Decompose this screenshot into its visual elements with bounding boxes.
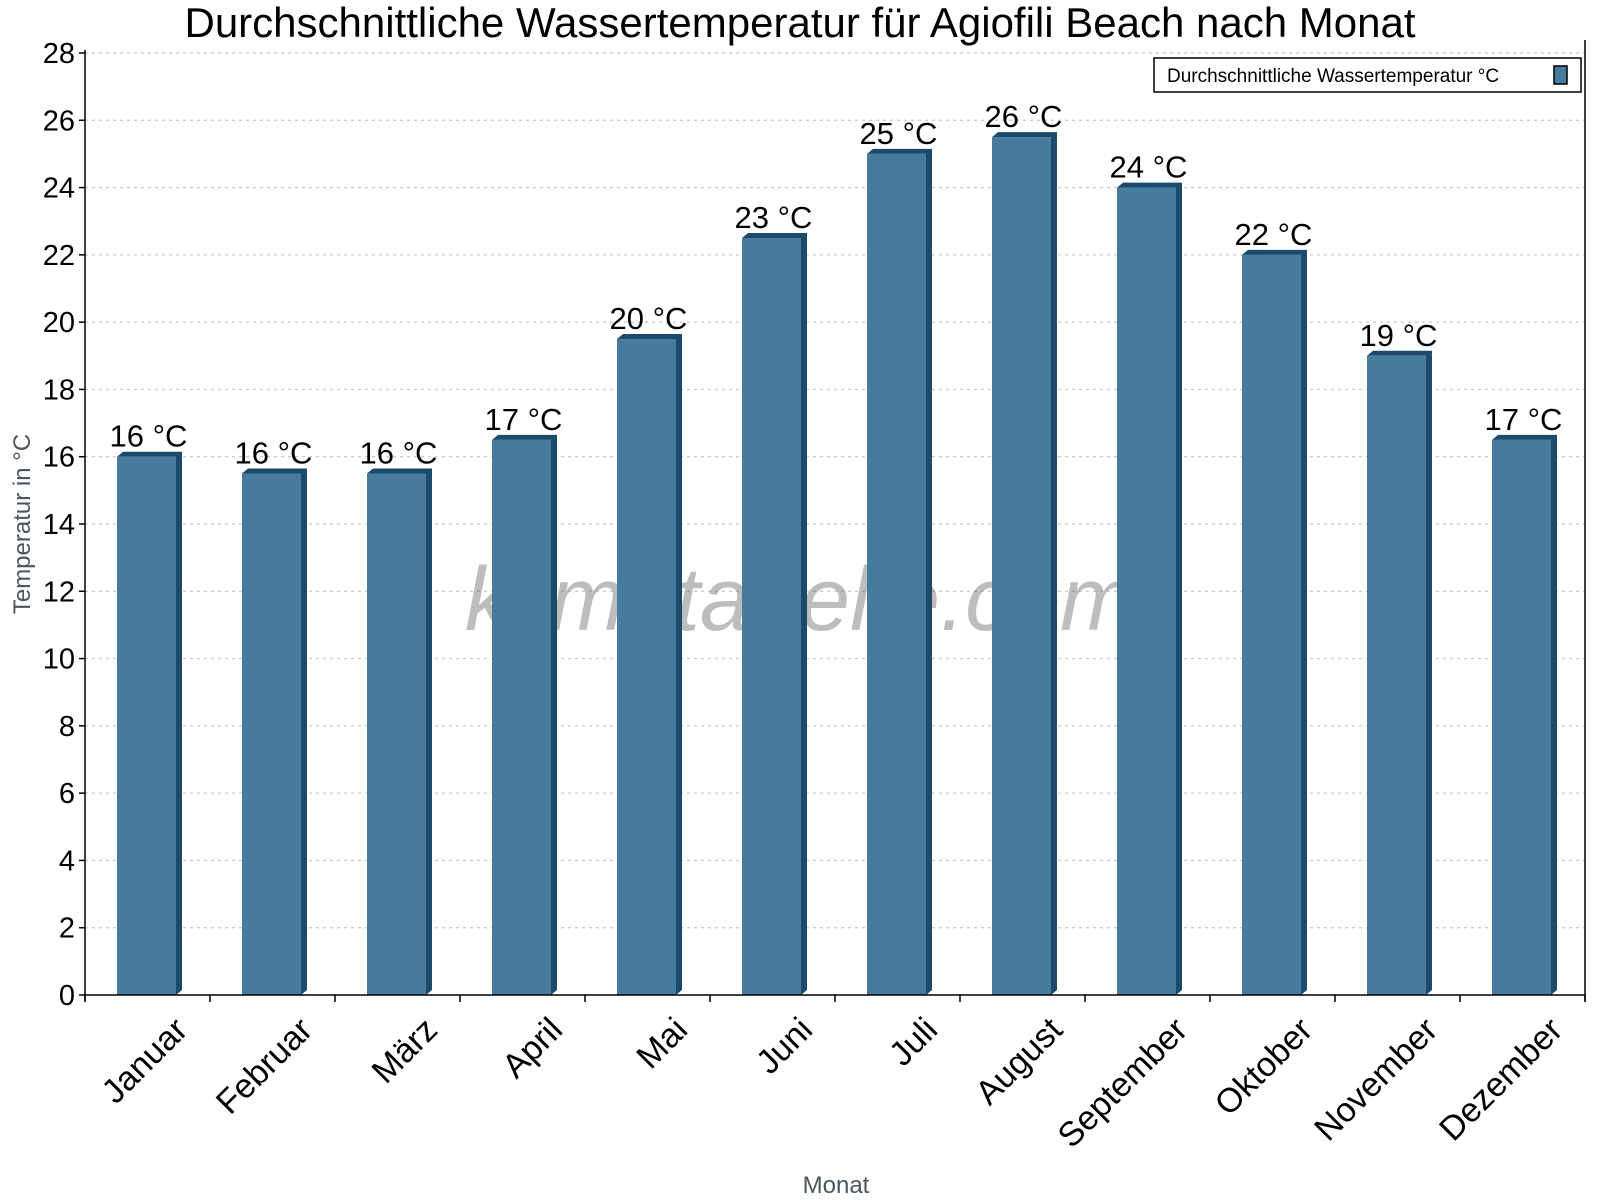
legend-swatch (1553, 65, 1568, 85)
data-label: 19 °C (1360, 318, 1438, 353)
y-tick-label: 10 (43, 644, 75, 676)
x-tick-label: Januar (95, 1011, 195, 1111)
bar (367, 473, 426, 995)
y-tick-label: 28 (43, 38, 75, 70)
chart-title: Durchschnittliche Wassertemperatur für A… (184, 0, 1415, 46)
y-tick-label: 26 (43, 105, 75, 137)
legend-label: Durchschnittliche Wassertemperatur °C (1167, 66, 1499, 87)
bar (1117, 187, 1176, 996)
x-tick-label: August (968, 1010, 1070, 1112)
bar (117, 456, 176, 995)
bar (742, 238, 801, 996)
y-tick-label: 22 (43, 240, 75, 272)
gridlines (85, 52, 1585, 929)
data-label: 22 °C (1235, 217, 1313, 252)
data-label: 16 °C (110, 419, 188, 454)
x-tick-label: April (495, 1011, 570, 1086)
x-tick-label: Juli (882, 1011, 945, 1074)
data-label: 25 °C (860, 116, 938, 151)
y-axis-label: Temperatur in °C (9, 434, 36, 614)
bar (617, 338, 676, 995)
bar (1242, 254, 1301, 995)
x-axis-label: Monat (803, 1172, 870, 1199)
y-tick-label: 2 (59, 913, 75, 945)
data-label: 24 °C (1110, 150, 1188, 185)
x-tick-label: Mai (629, 1011, 695, 1077)
y-tick-label: 0 (59, 980, 75, 1012)
y-tick-label: 20 (43, 307, 75, 339)
y-tick-label: 12 (43, 576, 75, 608)
x-tick-label: März (365, 1011, 445, 1091)
bar (1367, 355, 1426, 995)
bars: 16 °C 16 °C 16 °C 17 °C 20 °C 23 °C 25 °C 26 °C… (110, 99, 1563, 996)
y-tick-label: 18 (43, 374, 75, 406)
y-tick-label: 4 (59, 845, 75, 877)
y-tick-label: 8 (59, 711, 75, 743)
y-tick-label: 6 (59, 778, 75, 810)
bar (492, 439, 551, 996)
data-label: 20 °C (610, 301, 688, 336)
data-label: 17 °C (1485, 402, 1563, 437)
legend: Durchschnittliche Wassertemperatur °C (1153, 57, 1582, 93)
bar (867, 153, 926, 995)
x-tick-label: September (1051, 1011, 1195, 1155)
y-tick-label: 14 (43, 509, 75, 541)
bar (1492, 439, 1551, 996)
x-tick-label: November (1307, 1011, 1445, 1149)
x-tick-label: Juni (749, 1011, 820, 1082)
bar (242, 473, 301, 995)
y-tick-label: 24 (43, 173, 75, 205)
data-label: 23 °C (735, 200, 813, 235)
x-tick-label: Oktober (1208, 1011, 1320, 1123)
data-label: 17 °C (485, 402, 563, 437)
legend-box (1153, 57, 1582, 93)
y-tick-label: 16 (43, 442, 75, 474)
x-tick-label: Dezember (1432, 1011, 1570, 1149)
data-label: 26 °C (985, 99, 1063, 134)
data-label: 16 °C (235, 436, 313, 471)
bar (992, 137, 1051, 995)
x-tick-label: Februar (209, 1011, 320, 1122)
data-label: 16 °C (360, 436, 438, 471)
